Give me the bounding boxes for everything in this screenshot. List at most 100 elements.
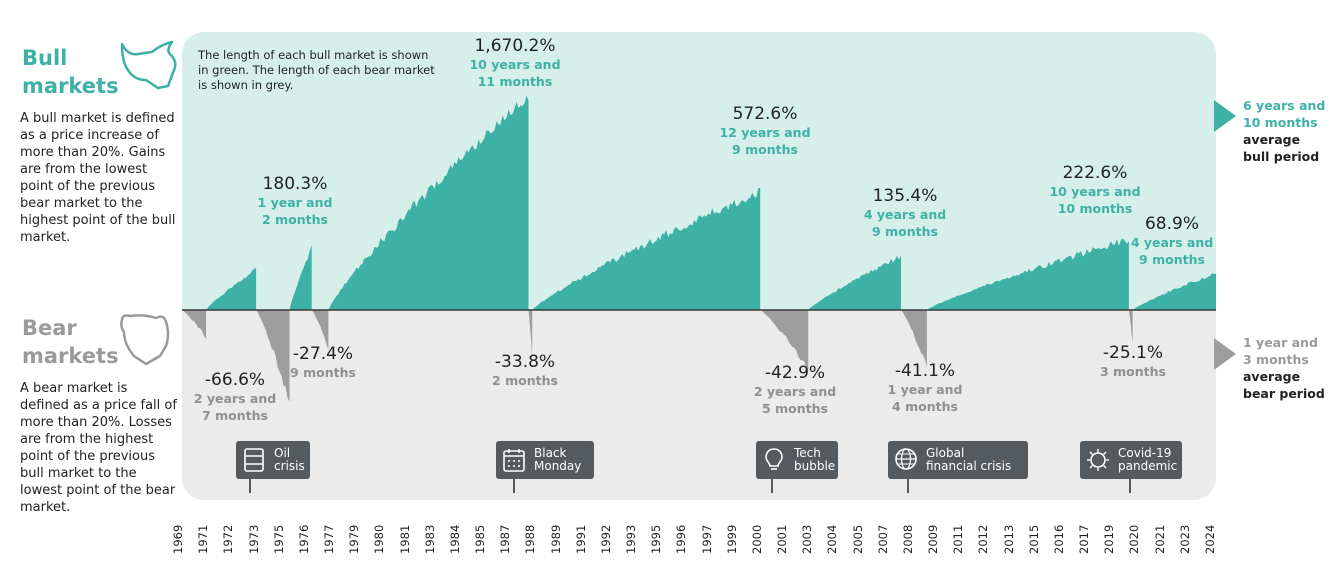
x-tick-1991: 1991 — [573, 524, 588, 554]
bull-average-line4: bull period — [1243, 149, 1320, 164]
bull-gain-1987: 1,670.2% — [474, 36, 556, 56]
x-tick-1981: 1981 — [397, 524, 412, 554]
bear-label-1987: -33.8% 2 months — [450, 352, 600, 389]
bull-area-5 — [926, 238, 1129, 310]
x-tick-2013: 2013 — [1001, 524, 1016, 554]
x-tick-2011: 2011 — [951, 524, 966, 554]
event-tech-line1: Tech — [794, 446, 821, 460]
bear-title-line2: markets — [22, 344, 119, 368]
x-tick-1992: 1992 — [598, 524, 613, 554]
event-black-monday-line1: Black — [534, 446, 567, 460]
x-tick-2012: 2012 — [976, 524, 991, 554]
bull-average-arrow-icon — [1214, 100, 1236, 132]
event-black-monday-text: Black Monday — [534, 447, 581, 473]
event-global-financial-crisis: Global financial crisis — [888, 441, 1028, 493]
event-oil-line1: Oil — [274, 446, 291, 460]
event-tech-bubble: Tech bubble — [756, 441, 838, 493]
x-tick-1983: 1983 — [422, 524, 437, 554]
bear-loss-1976: -27.4% — [292, 344, 354, 364]
x-tick-2023: 2023 — [1177, 524, 1192, 554]
bear-duration-2002-line1: 2 years and — [753, 384, 837, 399]
bull-average-line3: average — [1243, 132, 1301, 147]
event-covid-line2: pandemic — [1118, 459, 1178, 473]
bear-title-line1: Bear — [22, 316, 77, 340]
x-tick-1999: 1999 — [724, 524, 739, 554]
event-black-monday-line2: Monday — [534, 459, 582, 473]
x-tick-1987: 1987 — [498, 524, 513, 554]
bear-area-4 — [760, 310, 809, 372]
x-tick-2008: 2008 — [900, 524, 915, 554]
x-tick-2021: 2021 — [1152, 524, 1167, 554]
x-tick-1985: 1985 — [473, 524, 488, 554]
event-tech-bubble-box: Tech bubble — [756, 441, 838, 479]
bull-average-line1: 6 years and — [1243, 98, 1326, 113]
bear-area-0 — [182, 310, 207, 339]
bear-definition: A bear market is defined as a price fall… — [20, 381, 177, 515]
bull-icon — [120, 40, 177, 90]
bull-duration-2000-line1: 12 years and — [719, 125, 811, 140]
bull-gain-2024: 68.9% — [1144, 214, 1199, 234]
bear-duration-1987: 2 months — [492, 373, 558, 388]
bear-duration-1974-line2: 7 months — [202, 408, 268, 423]
event-tech-stem — [771, 479, 773, 493]
bear-loss-1974: -66.6% — [204, 370, 266, 390]
bull-area-2 — [328, 95, 529, 310]
bull-average-line2: 10 months — [1243, 115, 1318, 130]
bear-loss-2002: -42.9% — [764, 363, 826, 383]
bear-duration-2020: 3 months — [1100, 364, 1166, 379]
x-tick-1984: 1984 — [447, 524, 462, 554]
bull-average: 6 years and 10 months average bull perio… — [1243, 97, 1325, 165]
bull-gain-2000: 572.6% — [732, 104, 798, 124]
bear-duration-2009-line2: 4 months — [892, 399, 958, 414]
bull-duration-1987-line2: 11 months — [477, 74, 553, 89]
bull-area-3 — [532, 187, 761, 310]
bear-label-2020: -25.1% 3 months — [1058, 343, 1208, 380]
bull-area-6 — [1132, 273, 1216, 310]
event-gfc-stem — [907, 479, 909, 493]
lightbulb-icon — [765, 448, 783, 470]
x-tick-1971: 1971 — [196, 524, 211, 554]
bear-loss-1987: -33.8% — [494, 352, 556, 372]
calendar-icon — [503, 449, 525, 472]
bear-average-line1: 1 year and — [1243, 335, 1318, 350]
x-tick-1979: 1979 — [347, 524, 362, 554]
bear-duration-2009-line1: 1 year and — [887, 382, 963, 397]
market-chart — [182, 95, 1216, 402]
bull-duration-2020-line2: 10 months — [1057, 201, 1133, 216]
bull-duration-2020-line1: 10 years and — [1049, 184, 1141, 199]
bull-area-4 — [808, 255, 901, 310]
bull-label-2007: 135.4% 4 years and 9 months — [830, 186, 980, 240]
x-tick-1997: 1997 — [699, 524, 714, 554]
bull-area-0 — [206, 267, 257, 310]
bull-title-line2: markets — [22, 74, 119, 98]
bear-average-line4: bear period — [1243, 386, 1325, 401]
bull-duration-1987-line1: 10 years and — [469, 57, 561, 72]
x-tick-2016: 2016 — [1051, 524, 1066, 554]
event-covid-box: Covid-19 pandemic — [1080, 441, 1182, 479]
x-tick-2003: 2003 — [800, 524, 815, 554]
event-gfc-line2: financial crisis — [926, 459, 1012, 473]
x-tick-2024: 2024 — [1203, 524, 1217, 554]
bull-gain-2020: 222.6% — [1062, 163, 1128, 183]
x-tick-1973: 1973 — [246, 524, 261, 554]
bear-average-line3: average — [1243, 369, 1301, 384]
bull-duration-2007-line2: 9 months — [872, 224, 938, 239]
bear-label-1976: -27.4% 9 months — [248, 344, 398, 381]
event-black-monday: Black Monday — [496, 441, 594, 493]
globe-coins-icon — [895, 448, 917, 470]
event-oil-crisis-text: Oil crisis — [274, 447, 305, 473]
x-tick-2004: 2004 — [825, 524, 840, 554]
x-tick-2019: 2019 — [1102, 524, 1117, 554]
bull-duration-2000-line2: 9 months — [732, 142, 798, 157]
bear-area-2 — [311, 310, 329, 350]
x-tick-1977: 1977 — [322, 524, 337, 554]
bear-loss-2020: -25.1% — [1102, 343, 1164, 363]
bull-gain-2007: 135.4% — [872, 186, 938, 206]
event-covid-pandemic: Covid-19 pandemic — [1080, 441, 1182, 493]
event-covid-text: Covid-19 pandemic — [1118, 447, 1177, 473]
bear-duration-2002-line2: 5 months — [762, 401, 828, 416]
bear-average-line2: 3 months — [1243, 352, 1309, 367]
x-tick-1995: 1995 — [649, 524, 664, 554]
bear-label-2002: -42.9% 2 years and 5 months — [720, 363, 870, 417]
x-tick-1989: 1989 — [548, 524, 563, 554]
